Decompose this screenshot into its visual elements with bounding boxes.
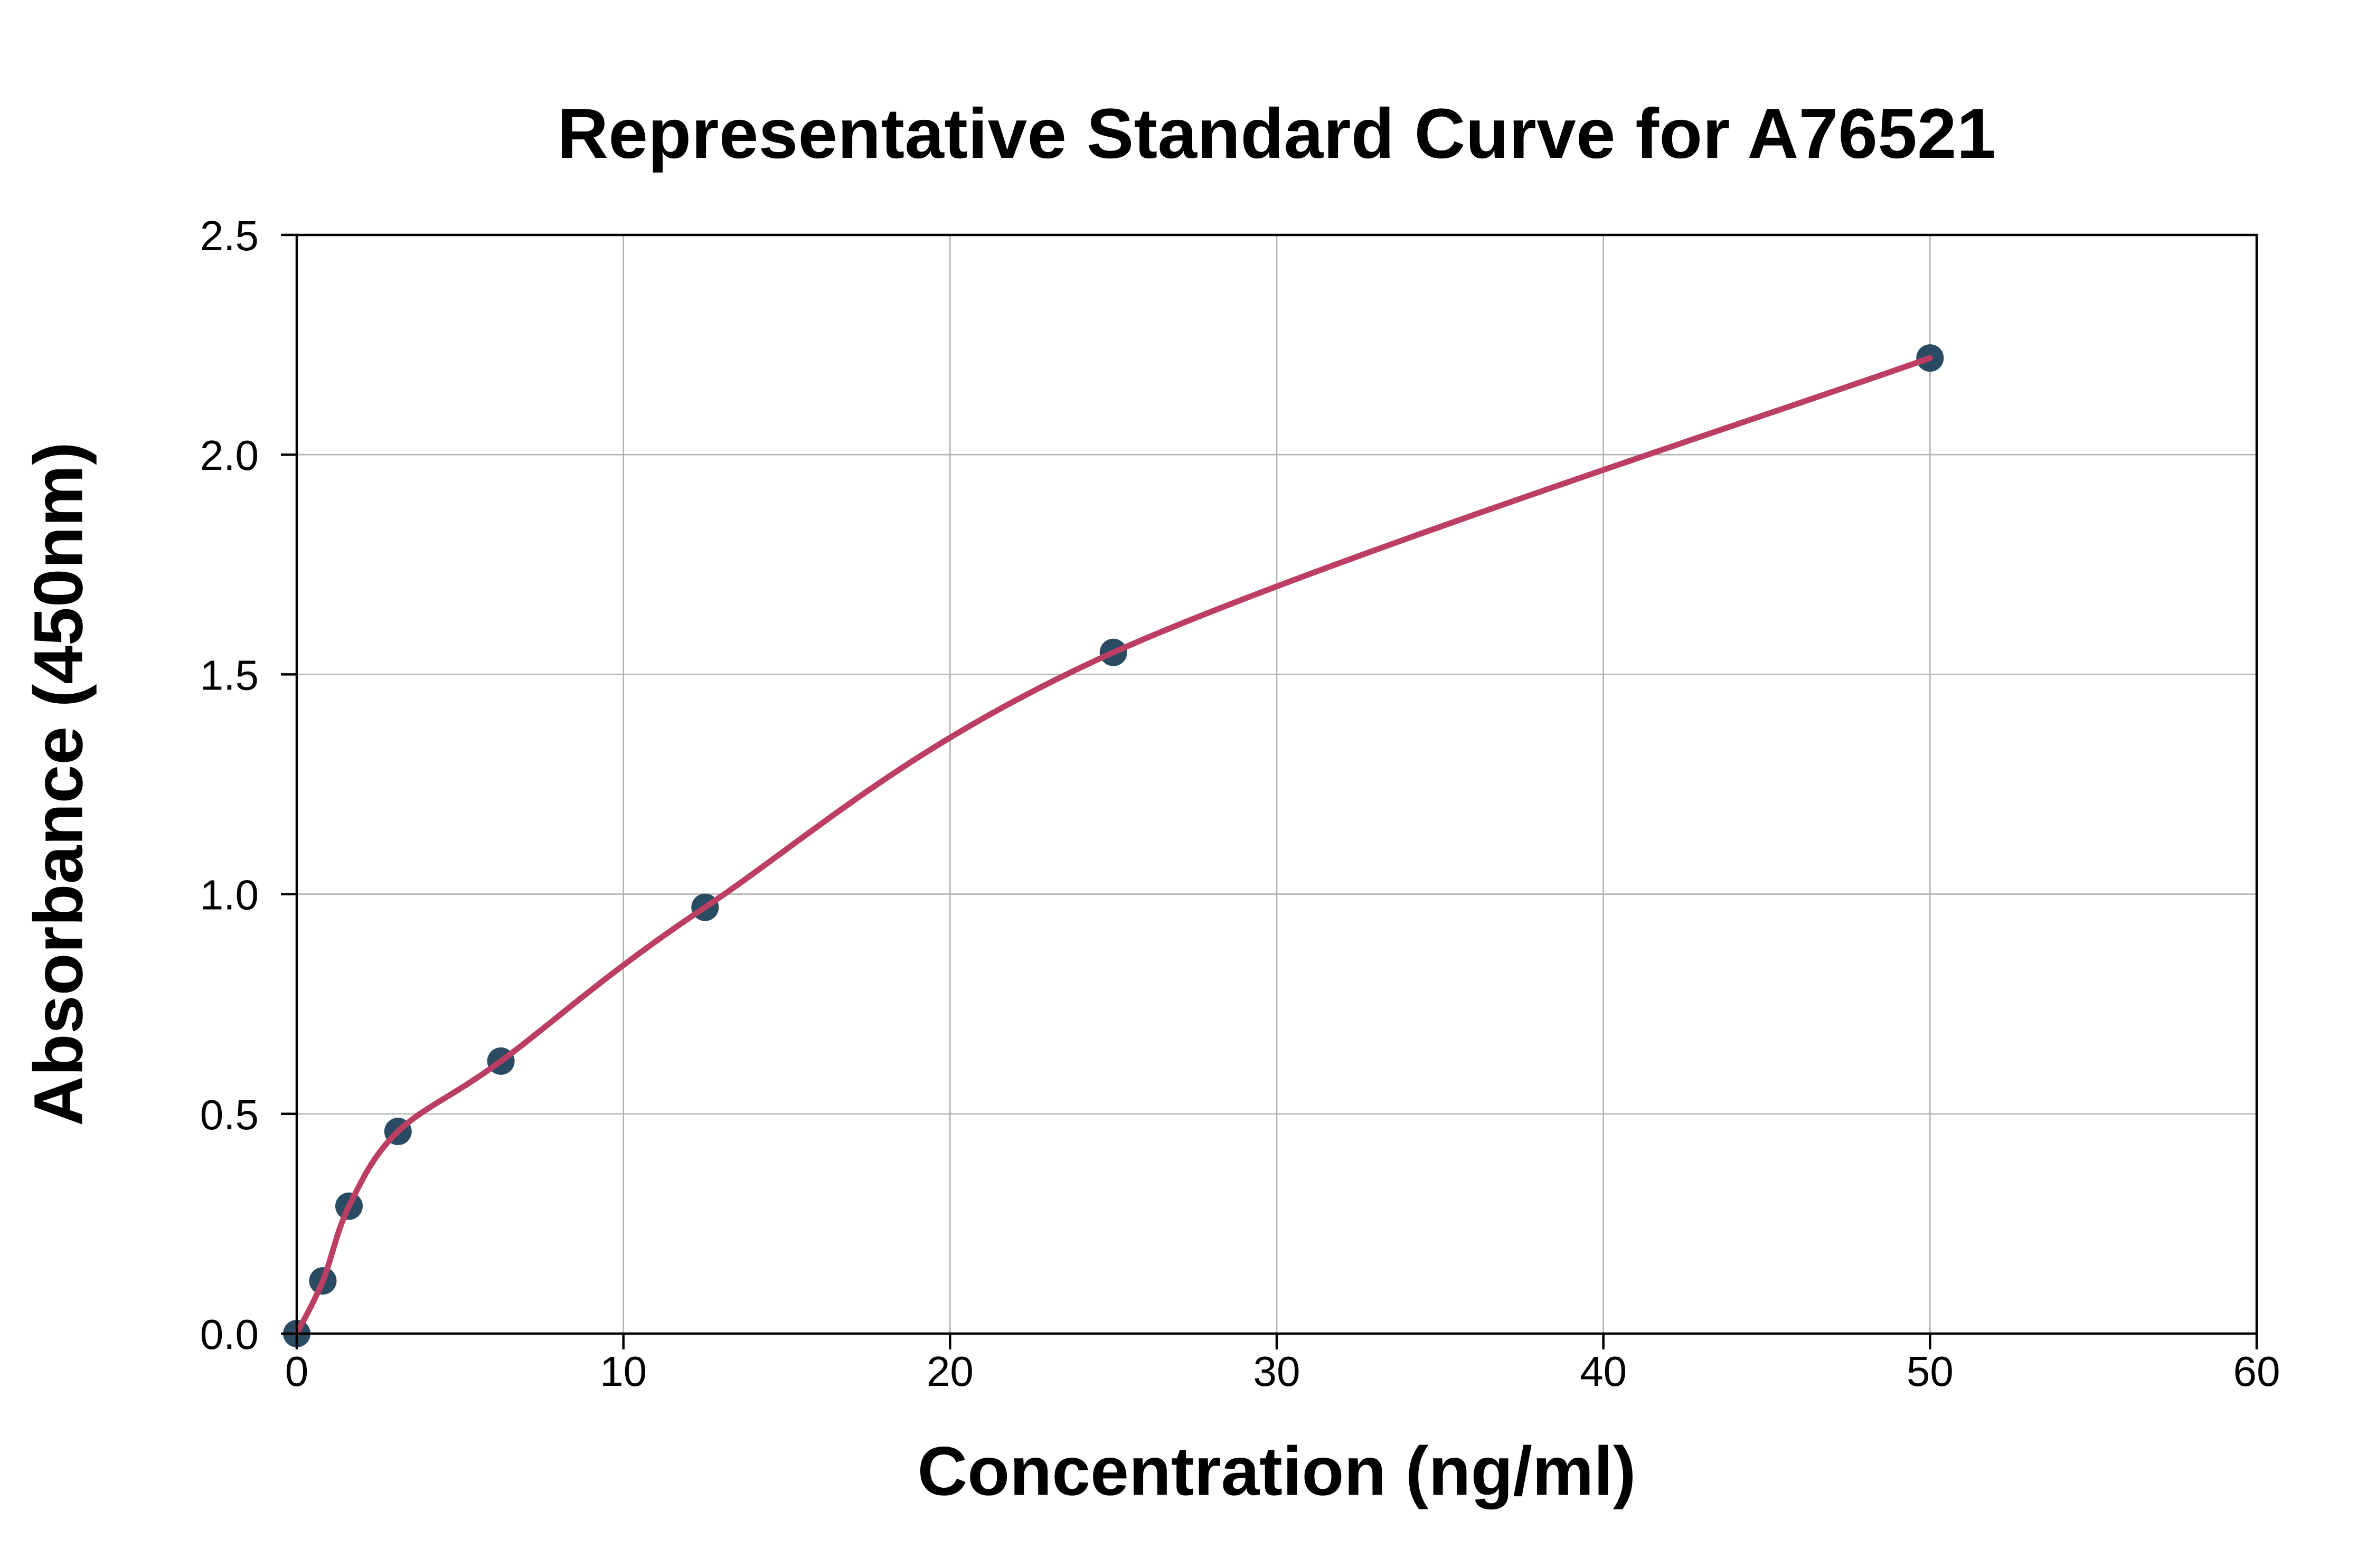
svg-text:0.0: 0.0 [200, 1311, 259, 1358]
svg-text:1.0: 1.0 [200, 872, 259, 919]
svg-text:10: 10 [600, 1348, 647, 1395]
svg-text:2.5: 2.5 [200, 212, 259, 259]
svg-text:40: 40 [1580, 1348, 1627, 1395]
svg-text:0: 0 [285, 1348, 309, 1395]
svg-text:1.5: 1.5 [200, 651, 259, 698]
svg-text:50: 50 [1907, 1348, 1954, 1395]
svg-text:60: 60 [2233, 1348, 2280, 1395]
svg-text:2.0: 2.0 [200, 432, 259, 479]
svg-text:30: 30 [1253, 1348, 1300, 1395]
svg-text:20: 20 [927, 1348, 974, 1395]
svg-text:0.5: 0.5 [200, 1091, 259, 1138]
